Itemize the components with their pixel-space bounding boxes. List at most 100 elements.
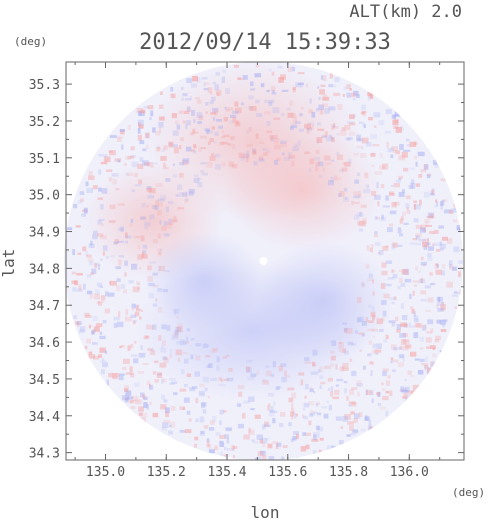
speckle	[258, 158, 265, 162]
speckle	[415, 323, 422, 328]
speckle	[193, 174, 199, 178]
speckle	[158, 201, 164, 208]
speckle	[344, 125, 351, 131]
speckle	[325, 162, 332, 166]
speckle	[169, 424, 172, 428]
speckle	[281, 376, 287, 383]
speckle	[319, 437, 324, 441]
speckle	[361, 333, 365, 337]
speckle	[388, 320, 396, 324]
speckle	[346, 84, 352, 90]
speckle	[131, 354, 138, 357]
speckle	[440, 204, 443, 210]
speckle	[407, 370, 412, 375]
speckle	[79, 191, 85, 196]
speckle	[101, 188, 108, 194]
speckle	[98, 153, 104, 157]
speckle	[358, 220, 366, 226]
speckle	[454, 291, 458, 294]
speckle	[195, 397, 199, 404]
speckle	[424, 365, 430, 371]
speckle	[146, 186, 152, 190]
speckle	[365, 184, 370, 189]
speckle	[142, 148, 147, 152]
speckle	[262, 380, 269, 385]
speckle	[415, 183, 421, 187]
speckle	[194, 145, 197, 150]
speckle	[356, 297, 362, 303]
speckle	[157, 248, 163, 252]
speckle	[382, 395, 389, 401]
speckle	[430, 191, 435, 195]
speckle	[163, 419, 171, 424]
speckle	[73, 315, 78, 319]
speckle	[349, 425, 354, 431]
speckle	[404, 278, 412, 283]
speckle	[440, 329, 447, 332]
speckle	[409, 351, 417, 357]
speckle	[137, 254, 143, 260]
speckle	[142, 394, 146, 399]
speckle	[392, 274, 398, 279]
speckle	[120, 345, 125, 348]
speckle	[124, 232, 128, 238]
speckle	[172, 174, 178, 178]
speckle	[162, 340, 166, 346]
speckle	[281, 456, 284, 461]
speckle	[449, 264, 452, 268]
speckle	[93, 329, 96, 334]
speckle	[427, 212, 434, 218]
speckle	[319, 375, 324, 379]
speckle	[320, 406, 328, 409]
speckle	[254, 414, 261, 419]
speckle	[387, 147, 394, 153]
speckle	[369, 93, 374, 99]
speckle	[76, 288, 83, 292]
speckle	[100, 204, 104, 210]
speckle	[210, 377, 217, 381]
speckle	[102, 320, 107, 324]
speckle	[216, 365, 220, 371]
speckle	[253, 150, 257, 155]
x-tick-label: 136.0	[390, 465, 429, 480]
speckle	[228, 367, 233, 372]
speckle	[346, 327, 353, 334]
speckle	[363, 188, 371, 194]
speckle	[356, 380, 362, 387]
speckle	[404, 378, 407, 382]
speckle	[166, 325, 171, 332]
speckle	[400, 339, 407, 345]
speckle	[434, 264, 439, 269]
speckle	[408, 322, 411, 326]
speckle	[207, 141, 211, 145]
speckle	[218, 383, 226, 387]
speckle	[143, 396, 148, 401]
speckle	[419, 336, 425, 342]
speckle	[352, 98, 356, 101]
speckle	[304, 123, 312, 129]
speckle	[415, 265, 419, 271]
speckle	[350, 387, 358, 391]
speckle	[400, 386, 404, 393]
speckle	[372, 335, 376, 339]
speckle	[308, 121, 314, 126]
speckle	[246, 153, 250, 159]
speckle	[406, 207, 409, 210]
speckle	[147, 161, 154, 168]
speckle	[350, 92, 356, 98]
speckle	[264, 421, 269, 427]
speckle	[138, 412, 143, 416]
speckle	[424, 364, 428, 369]
speckle	[168, 430, 173, 435]
speckle	[227, 143, 232, 146]
speckle	[330, 176, 334, 182]
speckle	[214, 84, 220, 91]
speckle	[98, 187, 102, 192]
speckle	[379, 406, 386, 410]
speckle	[133, 358, 139, 364]
speckle	[117, 135, 124, 139]
y-axis: 34.3 34.4 34.5 34.6 34.7 34.8 34.9 35.0 35.1 35.2…	[29, 78, 464, 462]
speckle	[319, 89, 325, 95]
chart-title: 2012/09/14 15:39:33	[139, 30, 391, 55]
speckle	[92, 185, 98, 190]
